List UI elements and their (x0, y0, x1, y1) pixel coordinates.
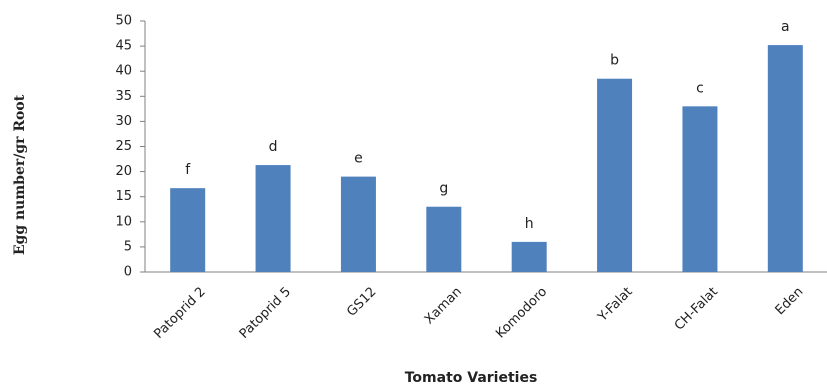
y-tick-label: 30 (115, 114, 132, 129)
category-label: Eden (773, 284, 807, 318)
significance-letter: d (269, 139, 278, 155)
y-tick-label: 5 (124, 239, 132, 254)
y-axis-title: Egg number/gr Root (12, 94, 28, 255)
category-label: GS12 (344, 284, 379, 319)
y-tick-label: 50 (115, 14, 132, 29)
y-tick-label: 40 (115, 64, 132, 79)
significance-letters: f d e g h b c a (185, 19, 789, 232)
bar (170, 188, 206, 272)
category-label: Patoprid 2 (151, 284, 208, 341)
bar (255, 165, 291, 272)
bar (340, 176, 376, 272)
y-tick-label: 35 (115, 89, 132, 104)
bar (426, 206, 462, 272)
bar (767, 45, 803, 272)
bars (170, 45, 803, 272)
category-label: Patoprid 5 (237, 284, 294, 341)
significance-letter: f (185, 162, 191, 178)
bar (597, 78, 633, 272)
y-tick-label: 25 (115, 139, 132, 154)
y-tick-label: 20 (115, 164, 132, 179)
y-tick-label: 45 (115, 39, 132, 54)
category-label: Komodoro (493, 284, 550, 341)
significance-letter: g (439, 181, 448, 197)
y-tick-label: 10 (115, 214, 132, 229)
bar (682, 106, 718, 272)
y-tick-label: 0 (124, 265, 132, 280)
significance-letter: b (610, 53, 619, 69)
x-axis-title: Tomato Varieties (405, 370, 538, 386)
category-label: Xaman (422, 284, 465, 327)
bar (511, 241, 547, 272)
significance-letter: e (354, 151, 363, 167)
significance-letter: h (525, 216, 534, 232)
category-label: CH-Falat (672, 284, 721, 333)
significance-letter: c (696, 80, 704, 96)
y-ticks: 0 5 10 15 20 25 30 35 40 45 50 (115, 14, 145, 280)
axes (144, 21, 827, 273)
category-label: Y-Falat (595, 284, 636, 325)
category-labels: Patoprid 2 Patoprid 5 GS12 Xaman Komodoro Y-F… (151, 284, 806, 341)
y-tick-label: 15 (115, 189, 132, 204)
significance-letter: a (781, 19, 790, 35)
